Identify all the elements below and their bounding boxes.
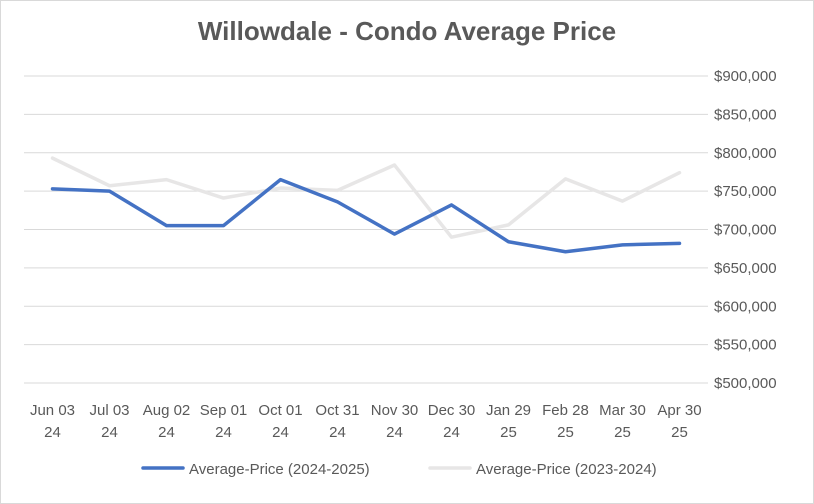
y-tick-label: $550,000 <box>714 337 777 354</box>
x-tick-label: Feb 28 <box>542 402 589 419</box>
x-tick-label-year: 24 <box>329 424 346 441</box>
x-tick-label: Sep 01 <box>200 402 248 419</box>
y-tick-label: $850,000 <box>714 106 777 123</box>
y-tick-label: $750,000 <box>714 183 777 200</box>
series-line-2024-2025 <box>50 177 682 254</box>
y-tick-label: $650,000 <box>714 260 777 277</box>
x-tick-label-year: 24 <box>386 424 403 441</box>
x-tick-label-year: 25 <box>500 424 517 441</box>
x-tick-label: Nov 30 <box>371 402 419 419</box>
x-tick-label: Mar 30 <box>599 402 646 419</box>
x-tick-label-year: 25 <box>671 424 688 441</box>
y-tick-label: $900,000 <box>714 68 777 85</box>
x-tick-label-year: 24 <box>101 424 118 441</box>
y-tick-label: $600,000 <box>714 298 777 315</box>
x-tick-label: Jan 29 <box>486 402 531 419</box>
x-tick-label-year: 25 <box>557 424 574 441</box>
x-tick-label-year: 24 <box>44 424 61 441</box>
y-tick-label: $700,000 <box>714 222 777 239</box>
legend-label: Average-Price (2023-2024) <box>476 461 657 478</box>
y-tick-label: $500,000 <box>714 375 777 392</box>
x-tick-label: Jul 03 <box>89 402 129 419</box>
series-line-2023-2024 <box>50 156 682 239</box>
legend-label: Average-Price (2024-2025) <box>189 461 370 478</box>
x-tick-label: Jun 03 <box>30 402 75 419</box>
x-tick-label-year: 25 <box>614 424 631 441</box>
chart-title: Willowdale - Condo Average Price <box>197 16 617 46</box>
x-tick-label: Dec 30 <box>428 402 476 419</box>
x-tick-label: Aug 02 <box>143 402 191 419</box>
x-tick-label-year: 24 <box>215 424 232 441</box>
x-tick-label-year: 24 <box>443 424 460 441</box>
x-tick-label: Apr 30 <box>657 402 701 419</box>
x-tick-label: Oct 01 <box>258 402 302 419</box>
x-tick-label-year: 24 <box>158 424 175 441</box>
y-tick-label: $800,000 <box>714 145 777 162</box>
x-tick-label: Oct 31 <box>315 402 359 419</box>
x-tick-label-year: 24 <box>272 424 289 441</box>
